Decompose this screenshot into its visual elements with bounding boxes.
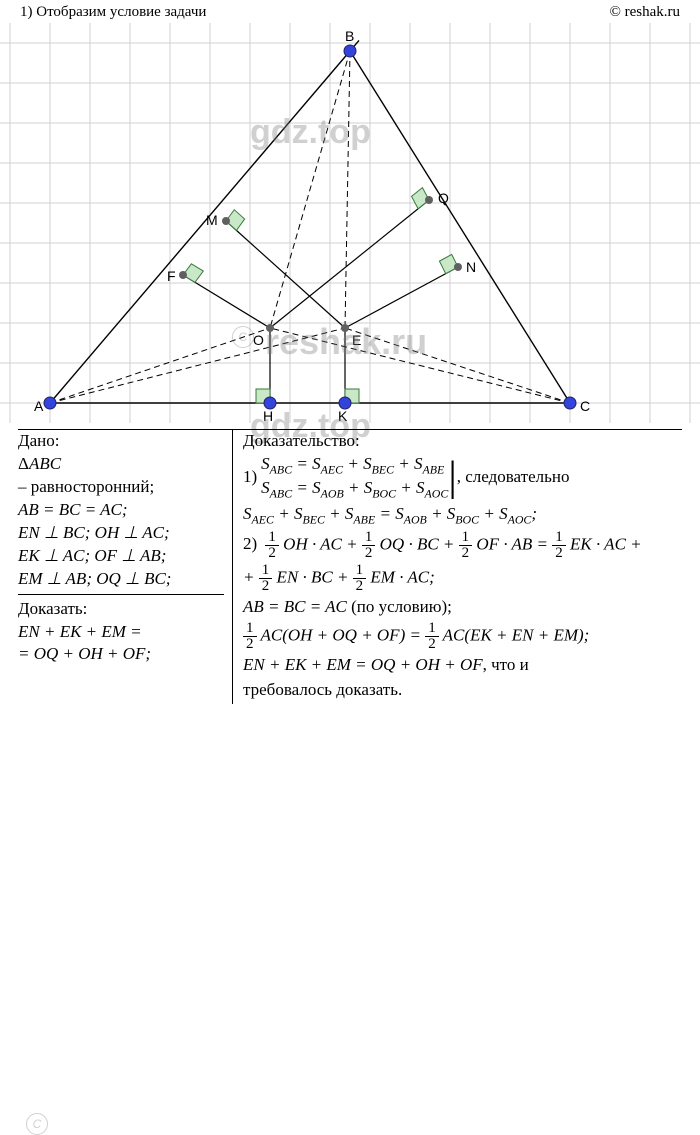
- step3: AB = BC = AC (по условию);: [243, 596, 682, 619]
- proof-column: Доказательство: 1) SABC = SAEC + SBEC + …: [233, 430, 682, 704]
- svg-text:K: K: [338, 408, 348, 423]
- step1-sum: SAEC + SBEC + SABE = SAOB + SBOC + SAOC;: [243, 503, 682, 527]
- svg-text:O: O: [253, 332, 264, 348]
- given-line: – равносторонний;: [18, 476, 224, 499]
- geometry-diagram: ABCHKOEFMQN gdz.top C reshak.ru gdz.top: [0, 23, 700, 423]
- given-column: Дано: ΔABC – равносторонний; AB = BC = A…: [18, 430, 233, 704]
- prove-line: = OQ + OH + OF;: [18, 643, 224, 666]
- given-line: EM ⊥ AB; OQ ⊥ BC;: [18, 568, 224, 591]
- task-title: 1) Отобразим условие задачи: [20, 4, 206, 21]
- step2-line2: + 12 EN · BC + 12 EM · AC;: [243, 563, 682, 594]
- svg-text:M: M: [206, 212, 218, 228]
- svg-text:B: B: [345, 28, 354, 44]
- step1-stack: SABC = SAEC + SBEC + SABE SABC = SAOB + …: [261, 453, 448, 502]
- watermark-c-2: C: [26, 1113, 48, 1135]
- svg-text:A: A: [34, 398, 44, 414]
- diagram-svg: A B C H K O E F M Q N: [0, 23, 700, 423]
- given-line: EK ⊥ AC; OF ⊥ AB;: [18, 545, 224, 568]
- svg-text:H: H: [263, 408, 273, 423]
- step6: требовалось доказать.: [243, 679, 682, 702]
- svg-text:F: F: [167, 268, 176, 284]
- svg-text:N: N: [466, 259, 476, 275]
- proof-heading: Доказательство:: [243, 430, 682, 453]
- prove-heading: Доказать:: [18, 598, 224, 621]
- proof-text: Дано: ΔABC – равносторонний; AB = BC = A…: [0, 423, 700, 714]
- given-heading: Дано:: [18, 430, 224, 453]
- svg-text:Q: Q: [438, 190, 449, 206]
- therefore-text: , следовательно: [457, 466, 570, 489]
- prove-line: EN + EK + EM =: [18, 621, 224, 644]
- step4: 12 AC(OH + OQ + OF) = 12 AC(EK + EN + EM…: [243, 621, 682, 652]
- svg-text:C: C: [580, 398, 590, 414]
- step2-line1: 2) 12 OH · AC + 12 OQ · BC + 12 OF · AB …: [243, 530, 682, 561]
- svg-text:E: E: [352, 332, 361, 348]
- step5: EN + EK + EM = OQ + OH + OF, что и: [243, 654, 682, 677]
- given-line: AB = BC = AC;: [18, 499, 224, 522]
- copyright: © reshak.ru: [609, 4, 680, 21]
- given-line: EN ⊥ BC; OH ⊥ AC;: [18, 522, 224, 545]
- given-line: ΔABC: [18, 453, 224, 476]
